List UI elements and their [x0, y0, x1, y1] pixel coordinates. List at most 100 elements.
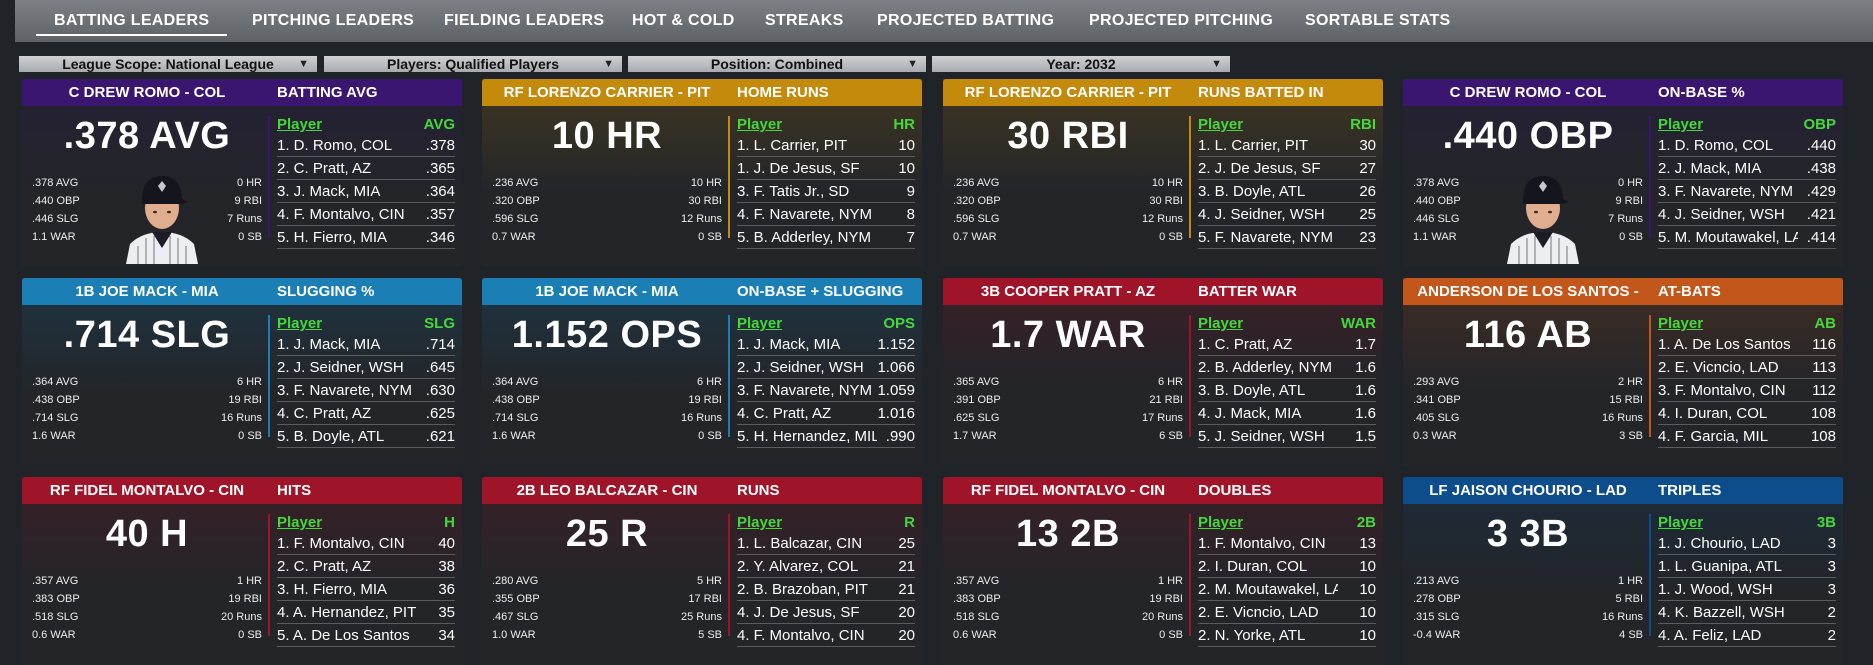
leaderboard-row[interactable]: 3. F. Navarete, NYM .429 — [1658, 181, 1836, 203]
leader-card[interactable]: RF FIDEL MONTALVO - CIN DOUBLES 13 2B .3… — [943, 477, 1383, 665]
leaderboard-row[interactable]: 2. M. Moutawakel, LAD 10 — [1198, 579, 1376, 601]
tab-pitching-leaders[interactable]: PITCHING LEADERS — [252, 12, 415, 29]
card-player-name[interactable]: C DREW ROMO - COL — [1449, 84, 1607, 101]
leaderboard-player-header[interactable]: Player — [277, 315, 323, 332]
leaderboard-value-header[interactable]: AB — [1814, 315, 1836, 332]
leaderboard-row[interactable]: 4. J. De Jesus, SF 20 — [737, 602, 915, 624]
tab-projected-batting[interactable]: PROJECTED BATTING — [877, 12, 1055, 29]
leaderboard-row[interactable]: 2. J. De Jesus, SF 27 — [1198, 158, 1376, 180]
leaderboard-value-header[interactable]: AVG — [423, 116, 455, 133]
leaderboard-row[interactable]: 2. B. Adderley, NYM 1.6 — [1198, 357, 1376, 379]
leaderboard-player-header[interactable]: Player — [737, 514, 783, 531]
league-scope-dropdown[interactable]: League Scope: National League ▼ — [19, 56, 317, 72]
leaderboard-row[interactable]: 2. B. Brazoban, PIT 21 — [737, 579, 915, 601]
leaderboard-player-header[interactable]: Player — [1658, 514, 1704, 531]
leaderboard-row[interactable]: 3. F. Navarete, NYM .630 — [277, 380, 455, 402]
leaderboard-header[interactable]: Player 3B — [1658, 514, 1836, 532]
leader-card[interactable]: ANDERSON DE LOS SANTOS - AT-BATS 116 AB … — [1403, 278, 1843, 466]
leaderboard-row[interactable]: 1. J. Mack, MIA .714 — [277, 334, 455, 356]
leaderboard-row[interactable]: 2. J. Seidner, WSH .645 — [277, 357, 455, 379]
leader-card[interactable]: C DREW ROMO - COL BATTING AVG .378 AVG .… — [22, 79, 462, 267]
leaderboard-header[interactable]: Player 2B — [1198, 514, 1376, 532]
leaderboard-row[interactable]: 3. J. Mack, MIA .364 — [277, 181, 455, 203]
leaderboard-row[interactable]: 3. F. Montalvo, CIN 112 — [1658, 380, 1836, 402]
leaderboard-row[interactable]: 1. L. Carrier, PIT 30 — [1198, 135, 1376, 157]
leaderboard-row[interactable]: 3. F. Tatis Jr., SD 9 — [737, 181, 915, 203]
tab-batting-leaders[interactable]: BATTING LEADERS — [36, 12, 228, 36]
leaderboard-row[interactable]: 3. B. Doyle, ATL 1.6 — [1198, 380, 1376, 402]
tab-hot-and-cold[interactable]: HOT & COLD — [632, 12, 735, 29]
leaderboard-row[interactable]: 1. L. Guanipa, ATL 3 — [1658, 556, 1836, 578]
leaderboard-player-header[interactable]: Player — [1658, 116, 1704, 133]
leaderboard-row[interactable]: 1. F. Montalvo, CIN 13 — [1198, 533, 1376, 555]
leaderboard-row[interactable]: 2. E. Vicncio, LAD 10 — [1198, 602, 1376, 624]
leaderboard-row[interactable]: 3. B. Doyle, ATL 26 — [1198, 181, 1376, 203]
leaderboard-row[interactable]: 3. F. Navarete, NYM 1.059 — [737, 380, 915, 402]
leaderboard-row[interactable]: 2. J. Seidner, WSH 1.066 — [737, 357, 915, 379]
leaderboard-player-header[interactable]: Player — [737, 116, 783, 133]
leaderboard-value-header[interactable]: R — [904, 514, 915, 531]
leaderboard-header[interactable]: Player WAR — [1198, 315, 1376, 333]
tab-fielding-leaders[interactable]: FIELDING LEADERS — [444, 12, 605, 29]
leader-card[interactable]: 3B COOPER PRATT - AZ BATTER WAR 1.7 WAR … — [943, 278, 1383, 466]
leaderboard-header[interactable]: Player AB — [1658, 315, 1836, 333]
leaderboard-row[interactable]: 4. A. Feliz, LAD 2 — [1658, 625, 1836, 647]
leaderboard-row[interactable]: 1. A. De Los Santos 116 — [1658, 334, 1836, 356]
card-player-name[interactable]: RF LORENZO CARRIER - PIT — [503, 84, 711, 101]
year-dropdown[interactable]: Year: 2032 ▼ — [932, 56, 1230, 72]
leaderboard-value-header[interactable]: RBI — [1350, 116, 1376, 133]
leaderboard-row[interactable]: 1. C. Pratt, AZ 1.7 — [1198, 334, 1376, 356]
leaderboard-row[interactable]: 1. F. Montalvo, CIN 40 — [277, 533, 455, 555]
leaderboard-value-header[interactable]: WAR — [1341, 315, 1376, 332]
leaderboard-value-header[interactable]: HR — [893, 116, 915, 133]
card-player-name[interactable]: 1B JOE MACK - MIA — [75, 283, 219, 300]
card-player-name[interactable]: C DREW ROMO - COL — [68, 84, 226, 101]
leaderboard-row[interactable]: 5. A. De Los Santos 34 — [277, 625, 455, 647]
leader-card[interactable]: RF FIDEL MONTALVO - CIN HITS 40 H .357 A… — [22, 477, 462, 665]
leaderboard-row[interactable]: 2. N. Yorke, ATL 10 — [1198, 625, 1376, 647]
card-player-name[interactable]: 1B JOE MACK - MIA — [535, 283, 679, 300]
leaderboard-row[interactable]: 2. Y. Alvarez, COL 21 — [737, 556, 915, 578]
leaderboard-value-header[interactable]: 3B — [1816, 514, 1836, 531]
card-player-name[interactable]: LF JAISON CHOURIO - LAD — [1429, 482, 1627, 499]
leader-card[interactable]: LF JAISON CHOURIO - LAD TRIPLES 3 3B .21… — [1403, 477, 1843, 665]
leaderboard-row[interactable]: 2. E. Vicncio, LAD 113 — [1658, 357, 1836, 379]
leaderboard-row[interactable]: 4. F. Garcia, MIL 108 — [1658, 426, 1836, 448]
card-player-name[interactable]: RF FIDEL MONTALVO - CIN — [49, 482, 245, 499]
leaderboard-row[interactable]: 2. C. Pratt, AZ .365 — [277, 158, 455, 180]
leaderboard-value-header[interactable]: H — [444, 514, 455, 531]
leaderboard-row[interactable]: 5. M. Moutawakel, LAD .414 — [1658, 227, 1836, 249]
tab-projected-pitching[interactable]: PROJECTED PITCHING — [1089, 12, 1274, 29]
leaderboard-row[interactable]: 4. A. Hernandez, PIT 35 — [277, 602, 455, 624]
leaderboard-row[interactable]: 4. F. Montalvo, CIN 20 — [737, 625, 915, 647]
leaderboard-row[interactable]: 5. B. Doyle, ATL .621 — [277, 426, 455, 448]
leader-card[interactable]: C DREW ROMO - COL ON-BASE % .440 OBP .37… — [1403, 79, 1843, 267]
card-player-name[interactable]: RF FIDEL MONTALVO - CIN — [970, 482, 1166, 499]
leaderboard-player-header[interactable]: Player — [1198, 514, 1244, 531]
position-dropdown[interactable]: Position: Combined ▼ — [628, 56, 926, 72]
leaderboard-row[interactable]: 1. D. Romo, COL .440 — [1658, 135, 1836, 157]
leaderboard-row[interactable]: 5. B. Adderley, NYM 7 — [737, 227, 915, 249]
leaderboard-row[interactable]: 4. I. Duran, COL 108 — [1658, 403, 1836, 425]
leaderboard-header[interactable]: Player SLG — [277, 315, 455, 333]
leaderboard-row[interactable]: 4. F. Navarete, NYM 8 — [737, 204, 915, 226]
tab-streaks[interactable]: STREAKS — [765, 12, 844, 29]
leaderboard-player-header[interactable]: Player — [277, 116, 323, 133]
card-player-name[interactable]: ANDERSON DE LOS SANTOS - — [1417, 283, 1639, 300]
leaderboard-row[interactable]: 4. F. Montalvo, CIN .357 — [277, 204, 455, 226]
leader-card[interactable]: 2B LEO BALCAZAR - CIN RUNS 25 R .280 AVG… — [482, 477, 922, 665]
leader-card[interactable]: 1B JOE MACK - MIA ON-BASE + SLUGGING 1.1… — [482, 278, 922, 466]
leaderboard-row[interactable]: 4. C. Pratt, AZ 1.016 — [737, 403, 915, 425]
leaderboard-row[interactable]: 1. L. Balcazar, CIN 25 — [737, 533, 915, 555]
leaderboard-player-header[interactable]: Player — [1658, 315, 1704, 332]
leaderboard-row[interactable]: 3. H. Fierro, MIA 36 — [277, 579, 455, 601]
leaderboard-header[interactable]: Player OPS — [737, 315, 915, 333]
leaderboard-row[interactable]: 2. I. Duran, COL 10 — [1198, 556, 1376, 578]
card-player-name[interactable]: 3B COOPER PRATT - AZ — [980, 283, 1156, 300]
leaderboard-row[interactable]: 1. J. Mack, MIA 1.152 — [737, 334, 915, 356]
leaderboard-header[interactable]: Player R — [737, 514, 915, 532]
leaderboard-header[interactable]: Player HR — [737, 116, 915, 134]
leaderboard-header[interactable]: Player AVG — [277, 116, 455, 134]
card-player-name[interactable]: 2B LEO BALCAZAR - CIN — [516, 482, 698, 499]
tab-sortable-stats[interactable]: SORTABLE STATS — [1305, 12, 1451, 29]
